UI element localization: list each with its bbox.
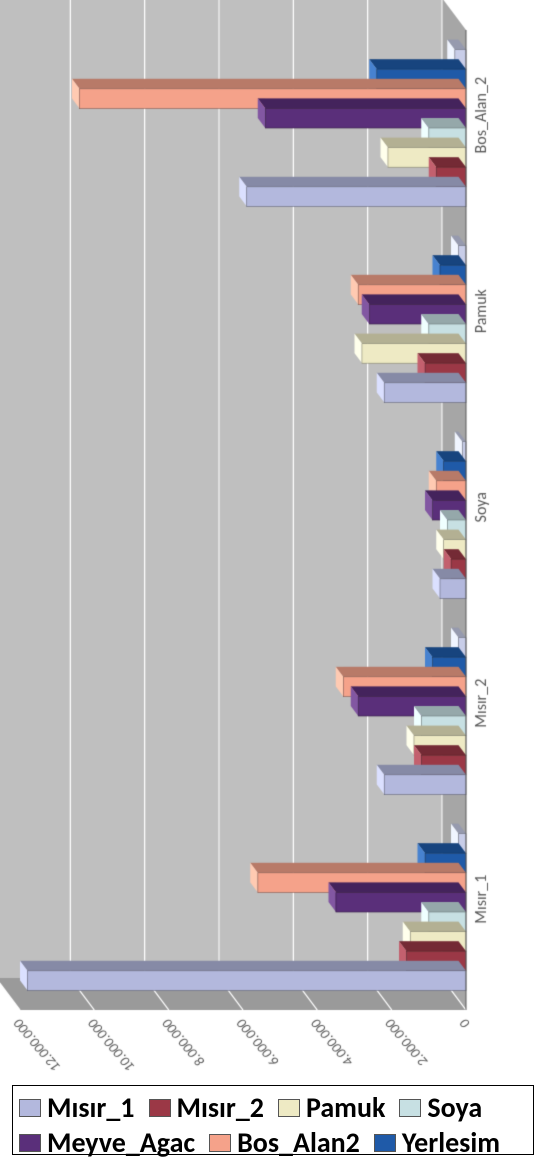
chart-container: Mısır_1 Mısır_2 Pamuk Soya Meyve_Agac Bos_Ala… xyxy=(0,0,546,1168)
legend-item: Bos_Alan2 xyxy=(209,1125,360,1160)
legend-item: Pamuk xyxy=(278,1090,385,1125)
legend-item: Yerlesim xyxy=(374,1125,500,1160)
legend-item: Mısır_1 xyxy=(19,1090,135,1125)
legend-item: Mısır_2 xyxy=(149,1090,265,1125)
legend-item: Meyve_Agac xyxy=(19,1125,195,1160)
bar-chart-canvas xyxy=(0,0,546,1080)
legend-item: Su xyxy=(19,1160,75,1168)
legend: Mısır_1Mısır_2PamukSoyaMeyve_AgacBos_Ala… xyxy=(12,1085,534,1155)
legend-item: Soya xyxy=(399,1090,482,1125)
